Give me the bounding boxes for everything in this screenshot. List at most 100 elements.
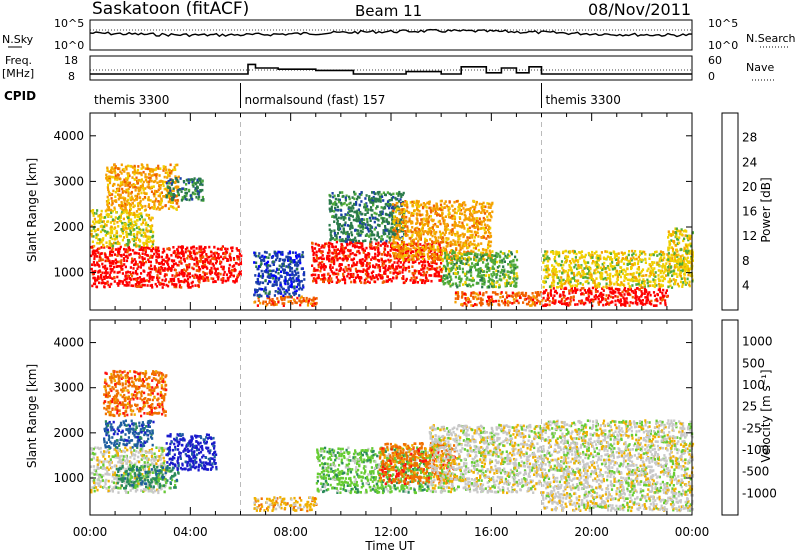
power-cell (95, 285, 99, 289)
power-cell (480, 223, 483, 226)
power-cell (132, 271, 135, 275)
power-cell (417, 246, 420, 249)
power-cell (444, 206, 447, 209)
power-cell (288, 273, 291, 277)
power-cell (285, 289, 288, 292)
nsky-tick-bottom: 10^0 (54, 39, 84, 52)
power-cell (109, 264, 112, 268)
power-cell (415, 203, 418, 206)
power-cell (388, 199, 391, 202)
power-cell (166, 261, 169, 264)
power-cell (458, 207, 461, 211)
power-cell (172, 251, 175, 254)
power-cell (158, 266, 161, 270)
power-cell (157, 268, 161, 272)
power-cell (476, 225, 479, 228)
power-cell (228, 267, 231, 270)
power-cell (149, 267, 152, 271)
power-cell (524, 293, 527, 297)
power-cell (361, 218, 364, 221)
power-cell (384, 272, 387, 275)
power-cell (103, 277, 106, 280)
power-cell (446, 264, 449, 267)
power-cell (513, 280, 516, 283)
power-cell (148, 180, 151, 184)
power-cell (281, 287, 284, 291)
power-cell (441, 259, 444, 263)
power-cell (303, 278, 306, 281)
power-cell (449, 284, 452, 288)
power-cell (345, 232, 348, 236)
power-cell (486, 202, 489, 205)
power-cell (181, 280, 184, 283)
power-cell (375, 239, 378, 242)
power-cell (185, 188, 188, 191)
power-cell (515, 299, 518, 302)
power-cell (387, 222, 390, 225)
power-cell (292, 261, 295, 264)
power-cell (148, 229, 151, 233)
power-cell (474, 303, 477, 306)
power-cell (195, 258, 199, 262)
power-cell (518, 294, 521, 297)
power-cell (188, 275, 191, 279)
power-cell (465, 217, 468, 221)
power-cell (335, 202, 338, 206)
power-cell (264, 279, 267, 283)
power-cell (340, 230, 343, 234)
power-cell (395, 275, 398, 278)
power-cell (344, 246, 347, 250)
power-cell (356, 209, 359, 213)
power-cell (127, 249, 130, 252)
power-cell (458, 256, 461, 260)
power-cell (349, 214, 353, 217)
power-cell (173, 166, 176, 169)
power-cell (377, 266, 380, 269)
power-cell (403, 257, 406, 261)
power-cell (450, 233, 453, 236)
power-cell (230, 273, 233, 277)
power-cell (421, 229, 424, 233)
power-cell (346, 274, 349, 278)
power-cell (341, 251, 344, 254)
power-cell (383, 260, 386, 263)
power-cell (174, 186, 177, 189)
power-cell (199, 249, 202, 252)
power-cell (429, 249, 432, 252)
power-cell (297, 274, 300, 278)
power-cell (494, 285, 497, 289)
power-cell (447, 215, 451, 219)
power-cell (152, 180, 156, 184)
power-cell (387, 213, 390, 217)
power-cell (168, 280, 171, 284)
power-cell (392, 240, 395, 243)
power-cell (314, 279, 317, 282)
power-cell (434, 274, 437, 277)
power-cell (124, 180, 127, 184)
power-cell (322, 263, 326, 266)
power-cell (126, 270, 129, 274)
power-cell (96, 241, 99, 245)
power-cell (404, 204, 407, 207)
power-cell (452, 223, 456, 227)
power-cell (455, 265, 458, 269)
power-cell (338, 225, 341, 228)
power-cell (393, 257, 396, 260)
power-cell (368, 265, 371, 268)
power-cell (357, 249, 360, 253)
power-cell (379, 276, 382, 280)
power-cell (295, 301, 298, 305)
power-cell (509, 270, 512, 274)
power-cell (433, 260, 436, 263)
power-cell (172, 180, 175, 184)
power-cell (447, 209, 450, 212)
power-cell (472, 246, 475, 250)
nsky-series (89, 28, 693, 38)
power-cell (355, 245, 359, 248)
power-cell (144, 208, 147, 212)
power-cell (298, 299, 301, 303)
power-cell (441, 208, 444, 212)
power-cell (462, 283, 465, 286)
power-cell (472, 219, 476, 222)
power-cell (486, 215, 489, 219)
